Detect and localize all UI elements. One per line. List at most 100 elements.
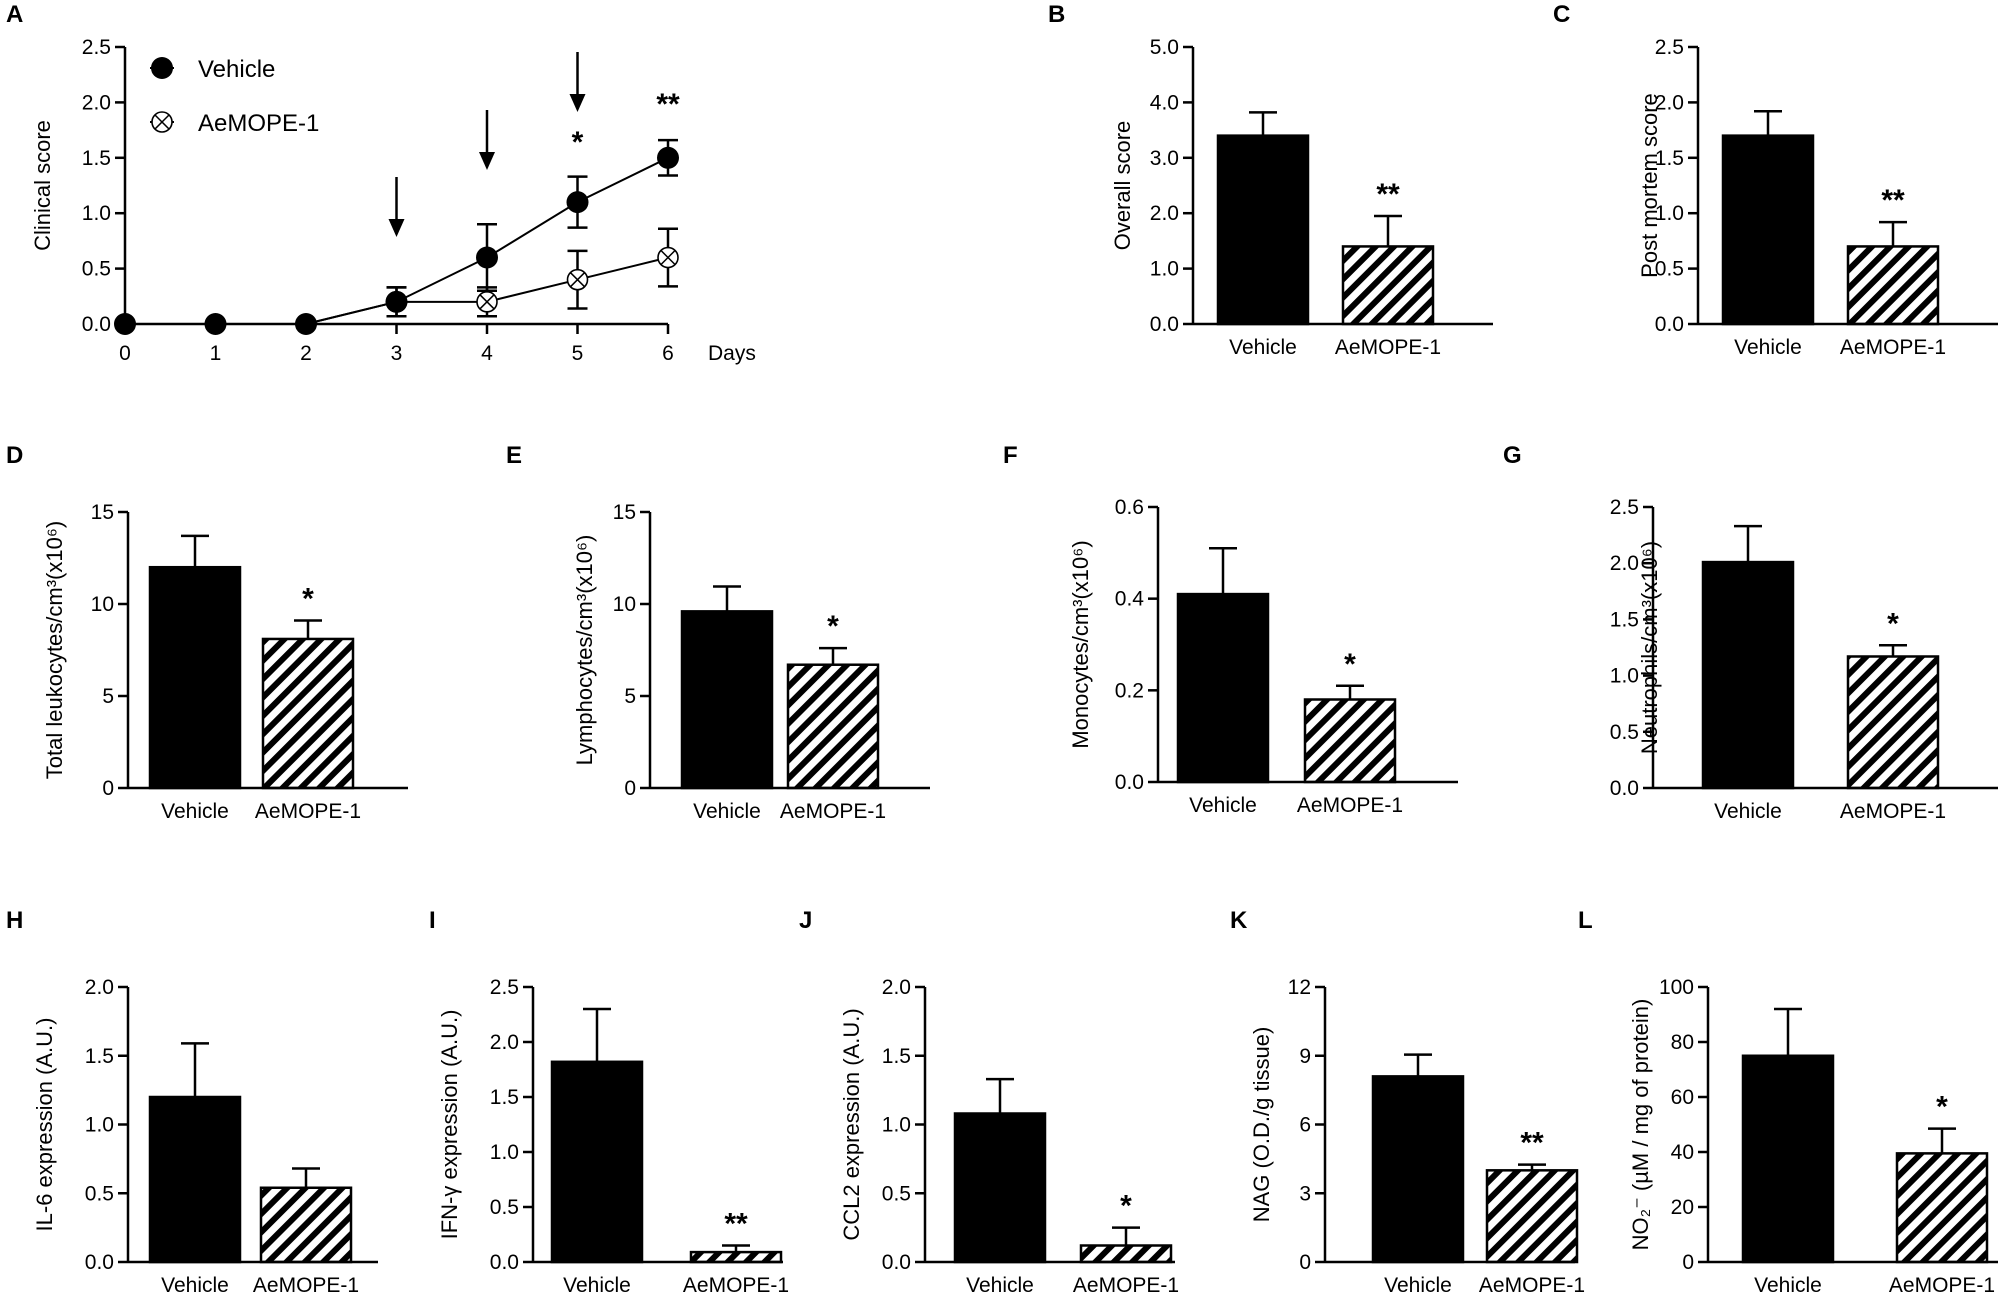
y-tick-label: 1.0 <box>1150 258 1179 281</box>
significance-mark: * <box>302 583 314 616</box>
panel-label: B <box>1048 1 1065 28</box>
significance-mark: * <box>1936 1091 1948 1124</box>
y-tick-label: 0.0 <box>490 1251 519 1274</box>
x-category-label: Vehicle <box>563 1274 631 1297</box>
x-category-label: AeMOPE-1 <box>1073 1274 1179 1297</box>
y-tick-label: 0 <box>624 777 636 800</box>
y-tick-label: 4.0 <box>1150 91 1179 114</box>
significance-mark: * <box>1344 648 1356 681</box>
y-tick-label: 2.5 <box>82 36 111 59</box>
significance-mark: * <box>1120 1190 1132 1223</box>
panel-b: B Vehicle ** AeMOPE-1 0.0 1.0 2.0 3.0 4.0 5.0 Over… <box>1048 1 1493 359</box>
y-tick-label: 3.0 <box>1150 147 1179 170</box>
panel-j: J Vehicle * AeMOPE-1 0.0 0.5 1.0 1.5 2.0 CCL2 exp… <box>799 907 1179 1297</box>
y-tick-label: 2.5 <box>1655 36 1684 59</box>
arrow-head <box>569 94 586 112</box>
y-tick-label: 2.0 <box>1655 91 1684 114</box>
data-point-vehicle <box>476 246 498 269</box>
bar-aemope-1 <box>259 1186 353 1264</box>
data-point-aemope-1 <box>476 291 498 313</box>
marker-cross <box>154 114 170 130</box>
legend-marker-vehicle <box>151 57 173 79</box>
legend-item-aemope-1: AeMOPE-1 <box>150 110 319 137</box>
panel-g: G Vehicle * AeMOPE-1 0.0 0.5 1.0 1.5 2.0 2.5 Neutr… <box>1503 442 1998 823</box>
bar-vehicle <box>148 565 242 790</box>
y-tick-label: 0.0 <box>82 313 111 336</box>
x-category-label: Vehicle <box>1384 1274 1452 1297</box>
y-axis-label: Total leukocytes/cm³(x10⁶) <box>42 521 67 779</box>
data-point-vehicle <box>295 313 317 335</box>
treatment-arrow-icon <box>388 177 405 237</box>
panel-e: E Vehicle * AeMOPE-1 0 5 10 15 Lymphocytes/cm³(x… <box>506 442 930 823</box>
y-tick-label: 0.4 <box>1115 588 1145 611</box>
marker-cross <box>479 294 495 310</box>
y-tick-label: 15 <box>91 501 114 524</box>
y-tick-label: 2.0 <box>82 91 111 114</box>
y-tick-label: 2.0 <box>1150 202 1179 225</box>
significance-mark: * <box>572 126 584 159</box>
y-tick-label: 1.5 <box>82 147 111 170</box>
y-tick-label: 2.0 <box>1610 552 1639 575</box>
panel-l: L Vehicle * AeMOPE-1 0 20 40 60 80 100 NO₂⁻ (µM / … <box>1578 907 1998 1297</box>
x-category-label: Vehicle <box>1229 336 1297 359</box>
arrow-head <box>388 219 405 237</box>
y-tick-label: 1.0 <box>882 1114 911 1137</box>
significance-mark: ** <box>724 1208 748 1241</box>
y-tick-label: 1.5 <box>85 1045 114 1068</box>
y-tick-label: 2.0 <box>490 1031 519 1054</box>
x-tick-label: 5 <box>572 342 584 365</box>
x-category-label: AeMOPE-1 <box>683 1274 789 1297</box>
y-tick-label: 12 <box>1288 976 1311 999</box>
significance-mark: ** <box>656 88 680 121</box>
y-axis-label: NO₂⁻ (µM / mg of protein) <box>1628 999 1653 1251</box>
x-tick-label: 3 <box>391 342 403 365</box>
y-tick-label: 0.0 <box>1115 771 1144 794</box>
y-tick-label: 1.5 <box>882 1045 911 1068</box>
y-tick-label: 1.0 <box>1610 665 1639 688</box>
bar-vehicle <box>1216 134 1310 326</box>
panel-label: J <box>799 907 812 934</box>
marker-cross <box>569 272 586 288</box>
marker-cross <box>660 249 676 266</box>
legend: Vehicle AeMOPE-1 <box>150 56 319 137</box>
y-tick-label: 1.5 <box>490 1086 519 1109</box>
x-category-label: Vehicle <box>161 800 229 823</box>
bar-vehicle <box>953 1112 1047 1264</box>
bar-vehicle <box>1176 592 1270 784</box>
y-tick-label: 0.5 <box>490 1196 519 1219</box>
y-axis-label: Neutrophils/cm³(x10⁶) <box>1637 541 1662 754</box>
panel-f: F Vehicle * AeMOPE-1 0.0 0.2 0.4 0.6 Monocytes/c… <box>1003 442 1458 817</box>
y-tick-label: 0 <box>102 777 114 800</box>
panel-label: L <box>1578 907 1593 934</box>
treatment-arrow-icon <box>569 52 586 112</box>
arrow-head <box>479 152 495 170</box>
significance-mark: ** <box>1376 178 1400 211</box>
y-tick-label: 6 <box>1299 1114 1311 1137</box>
x-category-label: Vehicle <box>966 1274 1034 1297</box>
bar-vehicle <box>1371 1075 1465 1264</box>
y-tick-label: 0.2 <box>1115 679 1144 702</box>
data-point-vehicle <box>657 146 679 169</box>
bar-aemope-1 <box>1485 1169 1579 1264</box>
y-tick-label: 1.5 <box>1655 147 1684 170</box>
y-tick-label: 0.0 <box>1150 313 1179 336</box>
significance-mark: ** <box>1881 184 1905 217</box>
y-tick-label: 60 <box>1671 1086 1694 1109</box>
x-tick-label: 4 <box>481 342 493 365</box>
data-point-aemope-1 <box>657 246 679 269</box>
panel-label: C <box>1553 1 1570 28</box>
y-tick-label: 0.6 <box>1115 496 1144 519</box>
y-tick-label: 0.5 <box>1655 258 1684 281</box>
y-tick-label: 80 <box>1671 1031 1694 1054</box>
y-tick-label: 5 <box>102 685 114 708</box>
y-tick-label: 15 <box>613 501 636 524</box>
data-point-vehicle <box>385 290 408 313</box>
panel-label: H <box>6 907 23 934</box>
x-axis-label: Days <box>708 342 756 365</box>
y-tick-label: 0.5 <box>1610 721 1639 744</box>
x-category-label: AeMOPE-1 <box>780 800 886 823</box>
y-tick-label: 9 <box>1299 1045 1311 1068</box>
panel-d: D Vehicle * AeMOPE-1 0 5 10 15 Total leukocytes/… <box>6 442 408 823</box>
y-tick-label: 40 <box>1671 1141 1694 1164</box>
